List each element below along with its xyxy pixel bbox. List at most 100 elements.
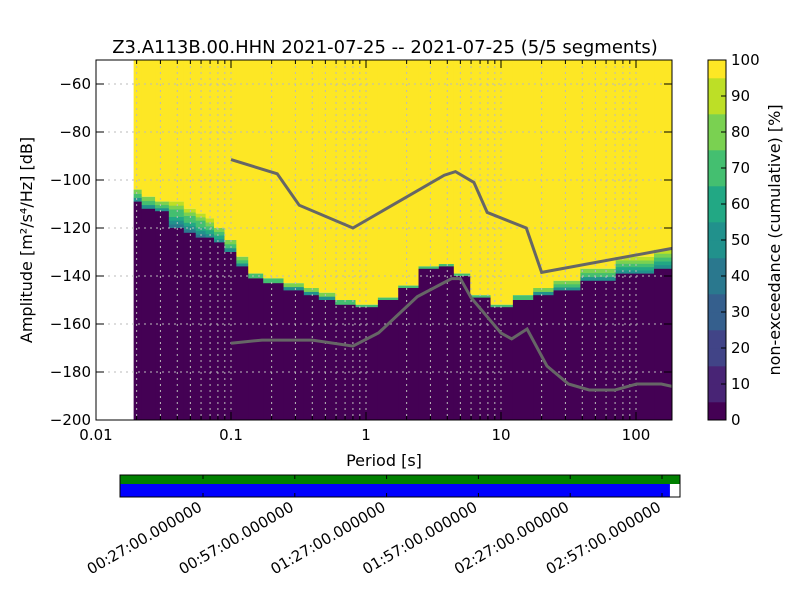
histogram-cell-mid (615, 260, 655, 264)
y-axis-label: Amplitude [m²/s⁴/Hz] [dB] (17, 137, 36, 343)
histogram-cell-0 (205, 237, 215, 420)
colorbar: 0 10 20 30 40 50 60 70 80 90 100 (707, 51, 760, 429)
histogram-cell-mid (205, 229, 215, 235)
histogram-cell-100 (168, 60, 185, 202)
histogram-cell-mid (195, 230, 207, 235)
histogram-cell-0 (453, 276, 471, 420)
histogram-cell-100 (418, 60, 440, 267)
histogram-cell-mid (141, 200, 156, 206)
histogram-cell-100 (141, 60, 156, 197)
histogram-cell-mid (195, 217, 207, 221)
x-axis-label: Period [s] (346, 451, 422, 470)
histogram-cell-mid (155, 201, 170, 206)
histogram-cell-mid (335, 300, 357, 306)
histogram-cell-0 (141, 208, 156, 420)
histogram-cell-100 (263, 60, 285, 279)
colorbar-swatch (708, 384, 726, 403)
histogram-cell-0 (183, 232, 197, 420)
colorbar-tick-label: 70 (731, 159, 750, 177)
histogram-cell-100 (335, 60, 357, 300)
histogram-cell-0 (470, 297, 492, 420)
histogram-cell-mid (615, 270, 655, 274)
histogram-cell-mid (553, 287, 581, 291)
series-line-nlnm (230, 277, 673, 392)
histogram-cell-0 (438, 266, 455, 420)
histogram-cell-mid (283, 286, 305, 291)
histogram-cell-mid (533, 291, 555, 296)
histogram-cell-mid (470, 295, 492, 298)
histogram-cell-mid (553, 280, 581, 285)
histogram-cell-100 (512, 60, 534, 296)
colorbar-tick-label: 50 (731, 231, 750, 249)
histogram-cell-100 (377, 60, 399, 298)
series-line-nhnm (230, 158, 673, 275)
histogram-cell-100 (553, 60, 581, 281)
histogram-cell-mid (133, 197, 143, 202)
histogram-cell-mid (168, 205, 185, 210)
colorbar-swatch (708, 222, 726, 241)
timeline-used-coverage (120, 484, 670, 497)
histogram-cell-100 (283, 60, 305, 284)
histogram-cell-100 (438, 60, 455, 264)
histogram-cell-100 (654, 60, 673, 250)
colorbar-tick-label: 100 (731, 51, 760, 69)
histogram-cell-mid (141, 204, 156, 210)
histogram-cell-0 (512, 300, 534, 420)
histogram-cell-mid (236, 256, 249, 261)
plot-frame (95, 59, 673, 421)
x-tick-label: 1 (361, 426, 371, 444)
timeline-bar: 00:27:00.00000000:57:00.00000001:27:00.0… (84, 474, 681, 578)
histogram-cell-mid (168, 201, 185, 206)
histogram-cell-mid (318, 292, 336, 297)
plot-area: 0.01 0.1 1 10 100 −60 −80 −100 −120 −140 −160 −180 −… (50, 59, 673, 444)
histogram-cell-mid (453, 273, 471, 277)
timeline-data-coverage (120, 475, 680, 484)
histogram-cell-mid (183, 222, 197, 227)
colorbar-swatch (708, 330, 726, 349)
histogram-cell-mid (303, 288, 320, 292)
histogram-cell-100 (615, 60, 655, 257)
histogram-cell-mid (133, 193, 143, 198)
colorbar-swatch (708, 78, 726, 97)
colorbar-swatch (708, 114, 726, 133)
colorbar-tick-label: 0 (731, 411, 741, 429)
histogram-cell-100 (303, 60, 320, 288)
histogram-cell-100 (155, 60, 170, 202)
colorbar-tick-label: 30 (731, 303, 750, 321)
histogram-cell-mid (183, 212, 197, 216)
histogram-cell-mid (418, 266, 440, 270)
histogram-cell-100 (133, 60, 143, 190)
histogram-cell-mid (155, 208, 170, 212)
histogram-cell-mid (318, 296, 336, 301)
histogram-cell-mid (512, 295, 534, 301)
histogram-cell-mid (355, 304, 379, 308)
y-tick-label: −180 (50, 363, 91, 381)
histogram-cell-mid (214, 231, 225, 236)
histogram-cell-mid (654, 249, 673, 254)
histogram-cell-0 (335, 304, 357, 420)
histogram-cell-mid (205, 218, 215, 223)
histogram-cell-mid (168, 209, 185, 214)
colorbar-tick-label: 60 (731, 195, 750, 213)
histogram-cell-0 (248, 278, 264, 420)
histogram-cell-mid (580, 276, 617, 282)
colorbar-swatch (708, 402, 726, 421)
histogram-cell-mid (236, 260, 249, 264)
histogram-cell-mid (377, 297, 399, 301)
y-tick-label: −60 (59, 75, 91, 93)
colorbar-tick-label: 10 (731, 375, 750, 393)
histogram-cell-100 (490, 60, 514, 305)
colorbar-tick-label: 20 (731, 339, 750, 357)
histogram-cell-mid (615, 266, 655, 271)
histogram-cell-100 (470, 60, 492, 296)
colorbar-swatch (708, 96, 726, 115)
histogram-cell-mid (195, 213, 207, 218)
y-tick-label: −200 (50, 411, 91, 429)
histogram-cell-100 (236, 60, 249, 257)
histogram-cell-0 (303, 295, 320, 420)
histogram-cell-100 (214, 60, 225, 228)
colorbar-swatch (708, 168, 726, 187)
histogram-cell-mid (155, 204, 170, 209)
histogram-cell-100 (318, 60, 336, 293)
